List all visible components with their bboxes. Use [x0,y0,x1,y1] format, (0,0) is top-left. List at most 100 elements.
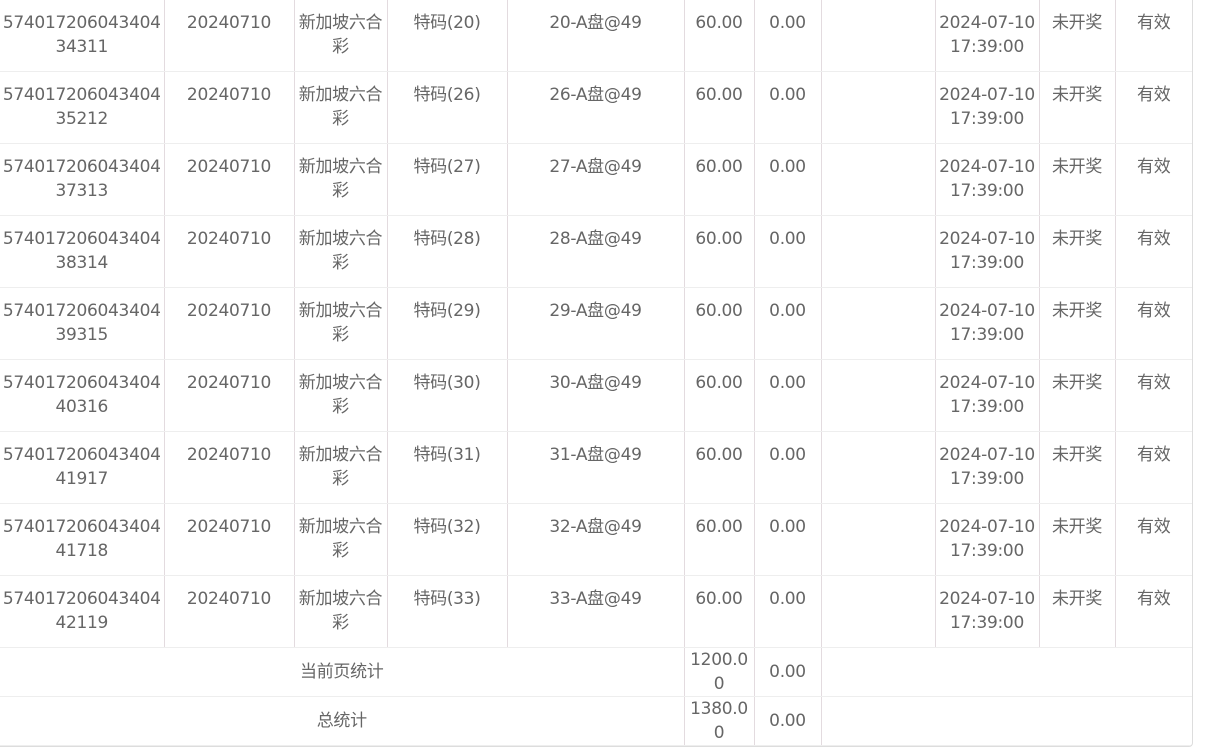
cell-result: 未开奖 [1038,359,1115,432]
cell-content: 33-A盘@49 [506,575,684,648]
cell-time: 2024-07-10 17:39:00 [934,143,1039,216]
cell-note [820,0,935,72]
summary-amount: 1380.00 [683,696,754,746]
table-row: 57401720604340441718 20240710 新加坡六合彩 特码(32)… [0,503,1192,576]
cell-period: 20240710 [163,0,294,72]
cell-play: 特码(32) [386,503,507,576]
table-row: 57401720604340439315 20240710 新加坡六合彩 特码(29)… [0,287,1192,360]
cell-content: 27-A盘@49 [506,143,684,216]
cell-lottery: 新加坡六合彩 [293,71,387,144]
table-row: 57401720604340435212 20240710 新加坡六合彩 特码(26)… [0,71,1192,144]
cell-win: 0.00 [753,215,821,288]
cell-period: 20240710 [163,287,294,360]
cell-content: 31-A盘@49 [506,431,684,504]
cell-time: 2024-07-10 17:39:00 [934,287,1039,360]
cell-win: 0.00 [753,71,821,144]
cell-status: 有效 [1114,431,1192,504]
cell-period: 20240710 [163,359,294,432]
cell-play: 特码(30) [386,359,507,432]
cell-note [820,575,935,648]
cell-period: 20240710 [163,71,294,144]
cell-content: 26-A盘@49 [506,71,684,144]
cell-time: 2024-07-10 17:39:00 [934,0,1039,72]
summary-empty [820,696,1192,746]
cell-lottery: 新加坡六合彩 [293,287,387,360]
cell-win: 0.00 [753,359,821,432]
cell-play: 特码(26) [386,71,507,144]
cell-order-no: 57401720604340440316 [0,359,164,432]
summary-empty [820,647,1192,697]
cell-win: 0.00 [753,575,821,648]
cell-win: 0.00 [753,143,821,216]
cell-status: 有效 [1114,143,1192,216]
cell-order-no: 57401720604340439315 [0,287,164,360]
cell-content: 32-A盘@49 [506,503,684,576]
summary-label: 当前页统计 [0,647,684,697]
cell-status: 有效 [1114,503,1192,576]
cell-lottery: 新加坡六合彩 [293,575,387,648]
summary-amount: 1200.00 [683,647,754,697]
cell-note [820,431,935,504]
cell-time: 2024-07-10 17:39:00 [934,215,1039,288]
cell-order-no: 57401720604340438314 [0,215,164,288]
cell-play: 特码(27) [386,143,507,216]
cell-order-no: 57401720604340435212 [0,71,164,144]
cell-amount: 60.00 [683,215,754,288]
cell-content: 29-A盘@49 [506,287,684,360]
cell-amount: 60.00 [683,503,754,576]
cell-order-no: 57401720604340441917 [0,431,164,504]
cell-period: 20240710 [163,215,294,288]
cell-status: 有效 [1114,287,1192,360]
cell-period: 20240710 [163,143,294,216]
cell-order-no: 57401720604340434311 [0,0,164,72]
cell-lottery: 新加坡六合彩 [293,359,387,432]
cell-amount: 60.00 [683,0,754,72]
cell-status: 有效 [1114,215,1192,288]
cell-win: 0.00 [753,0,821,72]
cell-order-no: 57401720604340442119 [0,575,164,648]
cell-result: 未开奖 [1038,431,1115,504]
cell-content: 20-A盘@49 [506,0,684,72]
cell-lottery: 新加坡六合彩 [293,431,387,504]
cell-period: 20240710 [163,503,294,576]
summary-win: 0.00 [753,647,821,697]
cell-amount: 60.00 [683,143,754,216]
cell-win: 0.00 [753,431,821,504]
table-row: 57401720604340441917 20240710 新加坡六合彩 特码(31)… [0,431,1192,504]
cell-time: 2024-07-10 17:39:00 [934,359,1039,432]
summary-label: 总统计 [0,696,684,746]
cell-order-no: 57401720604340437313 [0,143,164,216]
cell-period: 20240710 [163,575,294,648]
cell-note [820,143,935,216]
cell-lottery: 新加坡六合彩 [293,215,387,288]
cell-amount: 60.00 [683,575,754,648]
cell-result: 未开奖 [1038,143,1115,216]
summary-win: 0.00 [753,696,821,746]
cell-note [820,287,935,360]
cell-note [820,215,935,288]
table-row: 57401720604340440316 20240710 新加坡六合彩 特码(30)… [0,359,1192,432]
cell-result: 未开奖 [1038,215,1115,288]
cell-amount: 60.00 [683,359,754,432]
cell-result: 未开奖 [1038,575,1115,648]
cell-time: 2024-07-10 17:39:00 [934,431,1039,504]
cell-time: 2024-07-10 17:39:00 [934,71,1039,144]
cell-status: 有效 [1114,359,1192,432]
cell-amount: 60.00 [683,431,754,504]
cell-play: 特码(33) [386,575,507,648]
cell-status: 有效 [1114,71,1192,144]
cell-play: 特码(28) [386,215,507,288]
cell-result: 未开奖 [1038,287,1115,360]
table-row: 57401720604340442119 20240710 新加坡六合彩 特码(33)… [0,575,1192,648]
cell-result: 未开奖 [1038,0,1115,72]
table-row: 57401720604340434311 20240710 新加坡六合彩 特码(20)… [0,0,1192,72]
cell-play: 特码(29) [386,287,507,360]
cell-play: 特码(20) [386,0,507,72]
cell-lottery: 新加坡六合彩 [293,503,387,576]
cell-lottery: 新加坡六合彩 [293,143,387,216]
cell-note [820,71,935,144]
cell-lottery: 新加坡六合彩 [293,0,387,72]
table-row: 57401720604340438314 20240710 新加坡六合彩 特码(28)… [0,215,1192,288]
